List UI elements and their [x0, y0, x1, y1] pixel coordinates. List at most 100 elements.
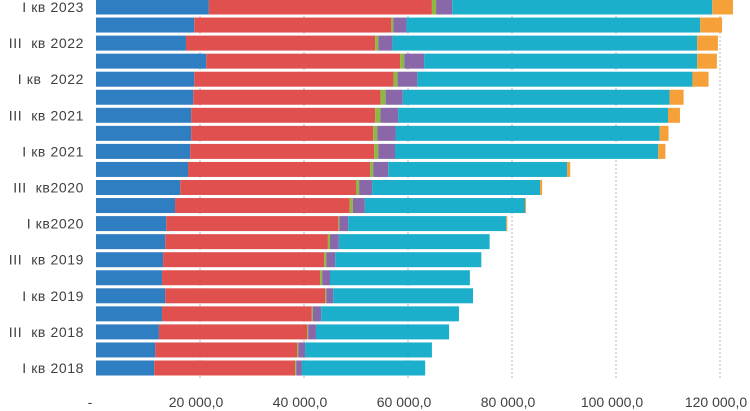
bar-segment-row-6-series-1 [191, 107, 376, 123]
bar-segment-row-18-series-3 [308, 324, 316, 340]
y-axis-label: I кв 2023 [22, 0, 84, 15]
bar-segment-row-15-series-0 [96, 270, 163, 286]
bar-segment-row-16-series-4 [333, 288, 473, 304]
bar-segment-row-14-series-4 [335, 252, 482, 268]
bar-segment-row-7-series-5 [659, 125, 669, 141]
bar-segment-row-12-series-2 [338, 216, 340, 232]
bar-segment-row-15-series-1 [162, 270, 321, 286]
bar-segment-row-19-series-3 [298, 342, 306, 358]
x-axis-tick-label: 100 000,0 [581, 394, 643, 410]
bar-segment-row-2-series-2 [375, 35, 379, 51]
bar-segment-row-11-series-5 [525, 198, 527, 214]
bar-segment-row-10-series-0 [96, 180, 181, 195]
bar-segment-row-0-series-4 [452, 0, 713, 15]
bar-segment-row-12-series-5 [506, 216, 508, 232]
bar-segment-row-1-series-3 [393, 17, 407, 33]
bar-segment-row-8-series-0 [96, 143, 191, 159]
bar-segment-row-8-series-1 [190, 143, 375, 159]
bar-segment-row-4-series-2 [393, 71, 398, 87]
bar-segment-row-19-series-1 [155, 342, 298, 358]
x-axis-tick-label: 40 000,0 [273, 394, 328, 410]
bar-segment-row-17-series-3 [312, 306, 322, 322]
bar-segment-row-8-series-5 [658, 143, 666, 159]
bar-segment-row-10-series-2 [356, 180, 360, 195]
bar-segment-row-17-series-4 [321, 306, 459, 322]
bar-segment-row-16-series-0 [96, 288, 166, 304]
bar-segment-row-13-series-0 [96, 234, 166, 250]
bar-segment-row-4-series-0 [96, 71, 195, 87]
bars [96, 0, 733, 376]
bar-segment-row-9-series-3 [373, 161, 389, 177]
bar-segment-row-6-series-3 [380, 107, 399, 123]
bar-segment-row-1-series-0 [96, 17, 195, 33]
bar-segment-row-15-series-4 [330, 270, 470, 286]
x-axis-tick-labels: - 20 000,0 40 000,0 60 000,0 80 000,0 100 000… [88, 394, 748, 410]
bar-segment-row-13-series-3 [330, 234, 339, 250]
bar-segment-row-0-series-5 [712, 0, 733, 15]
bar-segment-row-5-series-2 [380, 89, 386, 105]
bar-segment-row-20-series-1 [154, 360, 296, 376]
bar-segment-row-8-series-4 [395, 143, 659, 159]
bar-segment-row-0-series-0 [96, 0, 209, 15]
y-axis-label: I кв 2022 [18, 71, 84, 87]
bar-segment-row-0-series-1 [208, 0, 432, 15]
bar-segment-row-2-series-3 [378, 35, 393, 51]
bar-segment-row-0-series-3 [436, 0, 453, 15]
bar-segment-row-13-series-2 [327, 234, 330, 250]
bar-segment-row-11-series-2 [349, 198, 353, 214]
bar-segment-row-7-series-3 [377, 125, 396, 141]
bar-segment-row-16-series-1 [165, 288, 326, 304]
bar-segment-row-3-series-3 [404, 53, 425, 69]
bar-segment-row-6-series-5 [668, 107, 680, 123]
bar-segment-row-6-series-2 [375, 107, 381, 123]
bar-segment-row-9-series-0 [96, 161, 189, 177]
bar-segment-row-8-series-3 [378, 143, 395, 159]
bar-segment-row-13-series-4 [338, 234, 490, 250]
bar-segment-row-2-series-5 [697, 35, 718, 51]
bar-segment-row-6-series-4 [398, 107, 668, 123]
bar-segment-row-4-series-1 [194, 71, 394, 87]
bar-segment-row-8-series-2 [374, 143, 379, 159]
bar-segment-row-5-series-5 [669, 89, 684, 105]
bar-segment-row-2-series-4 [392, 35, 698, 51]
bar-segment-row-14-series-2 [324, 252, 327, 268]
bar-segment-row-9-series-2 [370, 161, 374, 177]
bar-segment-row-17-series-1 [162, 306, 312, 322]
bar-segment-row-3-series-0 [96, 53, 207, 69]
bar-segment-row-18-series-0 [96, 324, 159, 340]
bar-segment-row-12-series-1 [166, 216, 339, 232]
bar-segment-row-11-series-3 [352, 198, 365, 214]
bar-segment-row-19-series-2 [297, 342, 299, 358]
bar-segment-row-5-series-1 [193, 89, 381, 105]
bar-segment-row-16-series-3 [326, 288, 334, 304]
y-axis-label: III кв 2021 [9, 107, 84, 123]
y-axis-label: III кв2020 [13, 180, 84, 196]
bar-segment-row-18-series-2 [307, 324, 309, 340]
bar-segment-row-16-series-2 [325, 288, 327, 304]
x-axis-tick-label: - [88, 394, 93, 410]
x-axis-tick-label: 60 000,0 [377, 394, 432, 410]
bar-segment-row-9-series-4 [388, 161, 568, 177]
bar-segment-row-12-series-3 [339, 216, 349, 232]
bar-segment-row-11-series-1 [175, 198, 350, 214]
bar-segment-row-6-series-0 [96, 107, 192, 123]
bar-segment-row-1-series-1 [194, 17, 392, 33]
bar-segment-row-20-series-0 [96, 360, 155, 376]
bar-segment-row-7-series-0 [96, 125, 192, 141]
bar-segment-row-1-series-2 [391, 17, 394, 33]
bar-segment-row-19-series-4 [305, 342, 432, 358]
y-axis-label: III кв 2019 [9, 252, 84, 268]
y-axis-label: I кв 2019 [22, 288, 84, 304]
bar-segment-row-20-series-2 [295, 360, 297, 376]
bar-segment-row-1-series-4 [406, 17, 701, 33]
bar-segment-row-0-series-2 [431, 0, 437, 15]
bar-segment-row-17-series-2 [311, 306, 313, 322]
bar-segment-row-4-series-3 [397, 71, 418, 87]
bar-segment-row-19-series-0 [96, 342, 156, 358]
bar-segment-row-14-series-0 [96, 252, 164, 268]
bar-segment-row-18-series-1 [158, 324, 308, 340]
y-axis-label: III кв 2022 [9, 35, 84, 51]
bar-segment-row-17-series-0 [96, 306, 163, 322]
bar-segment-row-10-series-5 [540, 180, 543, 195]
